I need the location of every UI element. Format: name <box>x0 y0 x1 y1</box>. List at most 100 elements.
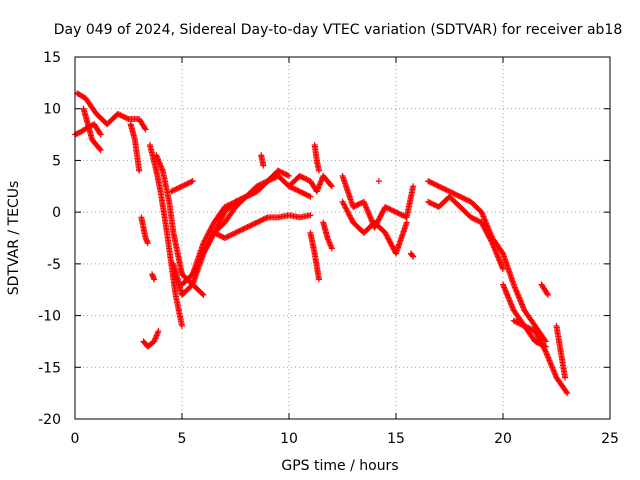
data-point <box>117 112 124 119</box>
data-point <box>144 240 151 247</box>
data-point <box>435 183 442 190</box>
data-point <box>300 190 307 197</box>
data-point <box>429 180 436 187</box>
data-points <box>72 90 571 397</box>
x-tick-label: 10 <box>280 431 298 447</box>
data-point <box>236 227 243 234</box>
data-point <box>97 147 104 154</box>
data-point <box>542 347 549 354</box>
data-point <box>261 215 268 222</box>
data-point <box>298 189 305 196</box>
data-point <box>393 209 399 216</box>
data-point <box>121 114 128 121</box>
data-point <box>540 342 547 349</box>
data-point <box>174 185 181 192</box>
data-point <box>229 231 236 238</box>
data-point <box>240 225 247 232</box>
data-point <box>403 219 410 226</box>
data-point <box>454 192 461 199</box>
data-point <box>302 175 309 182</box>
axis-ticks <box>74 56 611 420</box>
data-point <box>447 189 454 196</box>
data-point <box>355 201 362 208</box>
data-point <box>434 182 441 189</box>
data-point <box>295 187 302 194</box>
data-point <box>516 320 523 327</box>
x-tick-label: 25 <box>601 431 619 447</box>
data-point <box>431 202 438 209</box>
y-tick-label: -15 <box>38 360 61 376</box>
data-point <box>425 198 432 205</box>
data-point <box>168 188 175 195</box>
data-point <box>275 167 282 174</box>
data-point <box>437 183 444 190</box>
data-point <box>118 112 125 119</box>
data-point <box>124 115 131 122</box>
data-point <box>439 185 446 192</box>
data-point <box>253 219 260 226</box>
data-point <box>307 212 314 219</box>
data-point <box>237 227 244 234</box>
data-point <box>221 235 228 241</box>
axis-tick-labels: 0 5 10 15 20 25 15 10 5 0 -5 -10 -15 -20 <box>38 50 619 447</box>
data-point <box>382 203 389 210</box>
data-point <box>179 183 185 190</box>
data-point <box>537 341 544 348</box>
data-point <box>283 171 290 178</box>
data-point <box>179 322 185 329</box>
data-point <box>232 229 239 236</box>
y-tick-label: 15 <box>43 50 61 66</box>
data-point <box>97 131 104 138</box>
data-point <box>172 186 179 193</box>
data-point <box>410 183 417 190</box>
data-point <box>474 217 481 224</box>
data-point <box>189 178 196 185</box>
data-point <box>199 290 206 297</box>
data-point <box>352 202 359 209</box>
data-point <box>544 291 551 298</box>
data-point <box>470 215 477 222</box>
data-point <box>517 320 524 327</box>
data-point <box>397 211 404 218</box>
data-point <box>426 199 433 206</box>
data-point <box>488 238 495 245</box>
data-point <box>426 178 433 185</box>
chart-title: Day 049 of 2024, Sidereal Day-to-day VTE… <box>54 22 623 38</box>
data-point <box>430 180 437 187</box>
y-tick-label: 5 <box>52 153 61 169</box>
data-point <box>249 190 256 197</box>
data-point <box>239 226 246 233</box>
data-point <box>465 197 472 204</box>
data-point <box>245 192 252 199</box>
data-point <box>387 206 394 213</box>
data-point <box>151 276 158 283</box>
data-point <box>216 232 223 239</box>
data-point <box>431 181 438 188</box>
data-point <box>281 171 288 178</box>
data-point <box>169 187 176 194</box>
data-point <box>217 233 224 240</box>
data-point <box>232 198 239 205</box>
data-point <box>390 207 397 214</box>
data-point <box>136 167 143 174</box>
data-point <box>284 172 291 179</box>
data-point <box>514 319 521 326</box>
data-point <box>433 181 440 188</box>
data-point <box>518 321 525 328</box>
data-point <box>223 234 230 241</box>
data-point <box>438 184 445 191</box>
data-point <box>384 205 391 212</box>
data-point <box>461 195 468 202</box>
data-point <box>429 200 436 207</box>
data-point <box>425 178 432 185</box>
data-point <box>513 319 520 326</box>
data-point <box>256 218 263 225</box>
data-point <box>457 193 464 200</box>
data-point <box>544 290 551 297</box>
data-point <box>302 191 309 198</box>
data-point <box>327 182 334 189</box>
data-point <box>500 266 506 273</box>
data-point <box>251 189 258 196</box>
data-point <box>564 390 571 397</box>
data-point <box>304 176 311 183</box>
